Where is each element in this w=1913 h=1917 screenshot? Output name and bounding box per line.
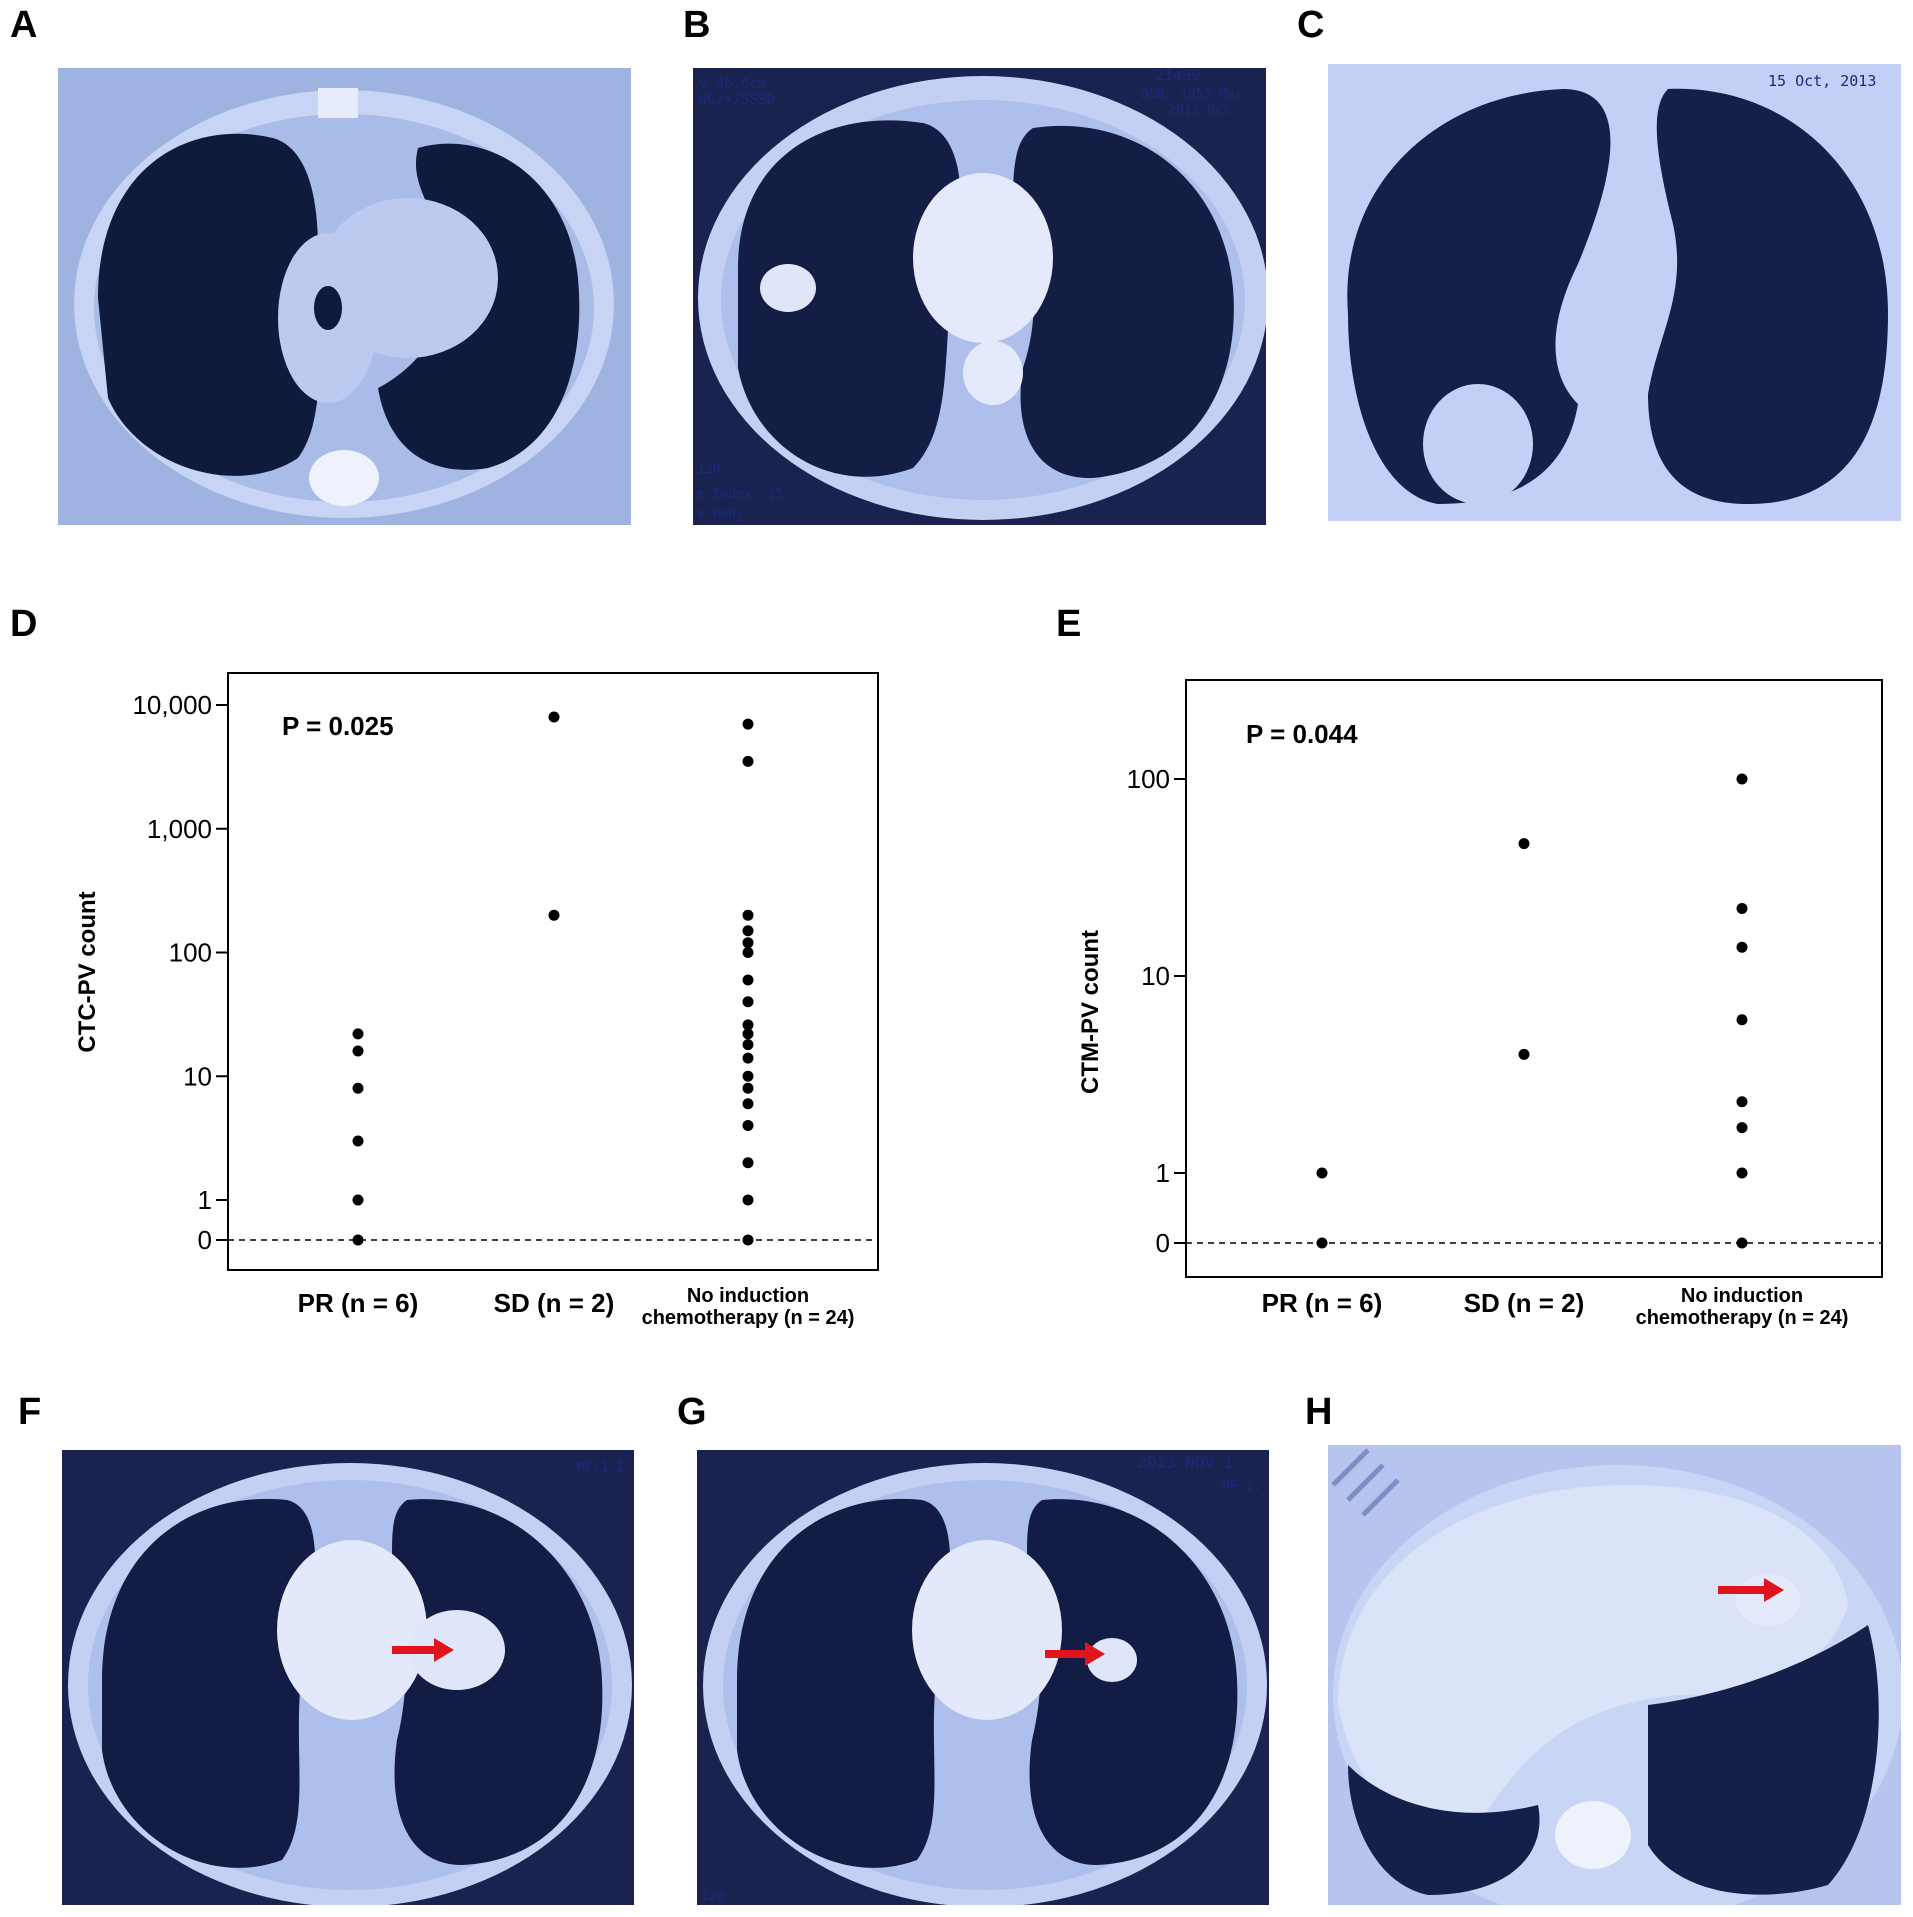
data-point	[742, 925, 754, 937]
data-point	[742, 974, 754, 986]
x-category-label: PR (n = 6)	[298, 1288, 419, 1318]
ct-overlay-text: DOB: 1955 Mar	[1141, 87, 1243, 102]
chart-e-svg: 0 1 10 100 CTM-PV count P = 0.044 PR (n = 6) SD…	[1077, 679, 1883, 1329]
data-point	[548, 711, 560, 723]
data-point	[742, 1052, 754, 1064]
arrow-icon	[434, 1638, 454, 1662]
ct-scan-image-a	[58, 68, 631, 525]
data-point	[742, 1098, 754, 1110]
data-point	[352, 1135, 364, 1147]
panel-letter-d: D	[10, 603, 38, 645]
data-point	[742, 909, 754, 921]
y-axis-label: CTC-PV count	[74, 891, 101, 1052]
ct-overlay-text: 21499	[1155, 68, 1200, 84]
data-point	[1736, 941, 1748, 953]
panel-letter-f: F	[18, 1391, 42, 1433]
y-axis-label: CTM-PV count	[1077, 930, 1104, 1094]
data-point	[742, 1194, 754, 1206]
p-value-annotation: P = 0.044	[1246, 719, 1358, 749]
data-point	[1736, 1122, 1748, 1134]
data-point	[1736, 773, 1748, 785]
p-value-annotation: P = 0.025	[282, 711, 394, 741]
ct-overlay-text: 120	[697, 462, 720, 477]
y-tick-label: 10	[183, 1061, 212, 1091]
x-category-label-line2: chemotherapy (n = 24)	[642, 1307, 855, 1329]
panel-letter-a: A	[10, 4, 38, 46]
plot-frame	[1185, 679, 1883, 1278]
y-tick-label: 10,000	[132, 690, 212, 720]
y-tick-label: 1	[198, 1185, 212, 1215]
data-point	[742, 1234, 754, 1246]
data-point	[742, 1028, 754, 1040]
y-tick-label: 0	[198, 1225, 212, 1255]
ct-scan-image-b: V 36.0cm WG/+/SSSD 21499 DOB: 1955 Mar 2…	[693, 68, 1266, 525]
data-point	[742, 718, 754, 730]
chart-d-svg: 0 1 10 100 1,000 10,000 CTC-PV count P = 0.025 P…	[74, 672, 879, 1329]
ct-overlay-text: e body	[697, 507, 744, 522]
data-point	[1736, 903, 1748, 915]
data-point	[1316, 1167, 1328, 1179]
data-point	[742, 937, 754, 949]
ct-overlay-date: 2013 NOV 1	[1137, 1453, 1233, 1472]
y-tick-label: 100	[1127, 764, 1170, 794]
data-point	[352, 1234, 364, 1246]
ct-overlay-text: WG/+/SSSD	[699, 92, 775, 108]
data-point	[1736, 1237, 1748, 1249]
ct-overlay-text: e Index: 15	[697, 487, 783, 502]
x-category-label: PR (n = 6)	[1262, 1288, 1383, 1318]
data-point	[352, 1194, 364, 1206]
arrow-icon	[1085, 1642, 1105, 1666]
data-point	[1736, 1167, 1748, 1179]
chart-e: 0 1 10 100 CTM-PV count P = 0.044 PR (n = 6) SD…	[1050, 640, 1913, 1340]
data-point	[742, 1157, 754, 1169]
data-point	[742, 996, 754, 1008]
panel-letter-b: B	[683, 4, 711, 46]
data-point	[742, 1082, 754, 1094]
y-tick-label: 10	[1141, 961, 1170, 991]
ct-overlay-text: MF:1.1	[577, 1461, 624, 1476]
y-tick-label: 1,000	[147, 814, 212, 844]
data-point	[1316, 1237, 1328, 1249]
x-category-label: SD (n = 2)	[494, 1288, 615, 1318]
y-tick-label: 1	[1156, 1158, 1170, 1188]
panel-letter-e: E	[1056, 603, 1082, 645]
y-tick-label: 0	[1156, 1228, 1170, 1258]
ct-overlay-text: MF:1.	[1222, 1479, 1261, 1494]
panel-letter-h: H	[1305, 1391, 1333, 1433]
ct-overlay-text: V 36.0cm	[699, 76, 766, 92]
data-point	[1518, 1048, 1530, 1060]
panel-letter-g: G	[677, 1391, 707, 1433]
data-point	[742, 1019, 754, 1031]
data-point	[548, 909, 560, 921]
data-point	[1736, 1096, 1748, 1108]
data-point	[742, 1039, 754, 1051]
plot-frame	[227, 672, 879, 1271]
data-point	[352, 1045, 364, 1057]
x-category-label: SD (n = 2)	[1464, 1288, 1585, 1318]
x-category-label: No induction	[687, 1285, 809, 1307]
ct-scan-image-f: MF:1.1	[62, 1450, 634, 1905]
chart-d: 0 1 10 100 1,000 10,000 CTC-PV count P = 0.025 P…	[0, 640, 900, 1340]
data-point	[1736, 1014, 1748, 1026]
x-category-label-line2: chemotherapy (n = 24)	[1636, 1307, 1849, 1329]
x-category-label: No induction	[1681, 1285, 1803, 1307]
ct-overlay-text: 120	[701, 1889, 724, 1904]
data-point	[1518, 838, 1530, 850]
data-point	[352, 1082, 364, 1094]
ct-overlay-date: 15 Oct, 2013	[1768, 72, 1876, 90]
data-point	[742, 947, 754, 958]
ct-scan-image-c: 15 Oct, 2013	[1328, 64, 1901, 521]
panel-letter-c: C	[1297, 4, 1325, 46]
ct-overlay-text: 2013 Oct	[1168, 103, 1231, 118]
data-point	[742, 755, 754, 767]
ct-scan-image-g: 2013 NOV 1 MF:1. 120	[697, 1450, 1269, 1905]
y-tick-label: 100	[169, 938, 212, 968]
data-point	[742, 1070, 754, 1082]
ct-scan-image-h	[1328, 1445, 1901, 1905]
arrow-icon	[1764, 1578, 1784, 1602]
data-point	[352, 1028, 364, 1040]
data-point	[742, 1119, 754, 1131]
